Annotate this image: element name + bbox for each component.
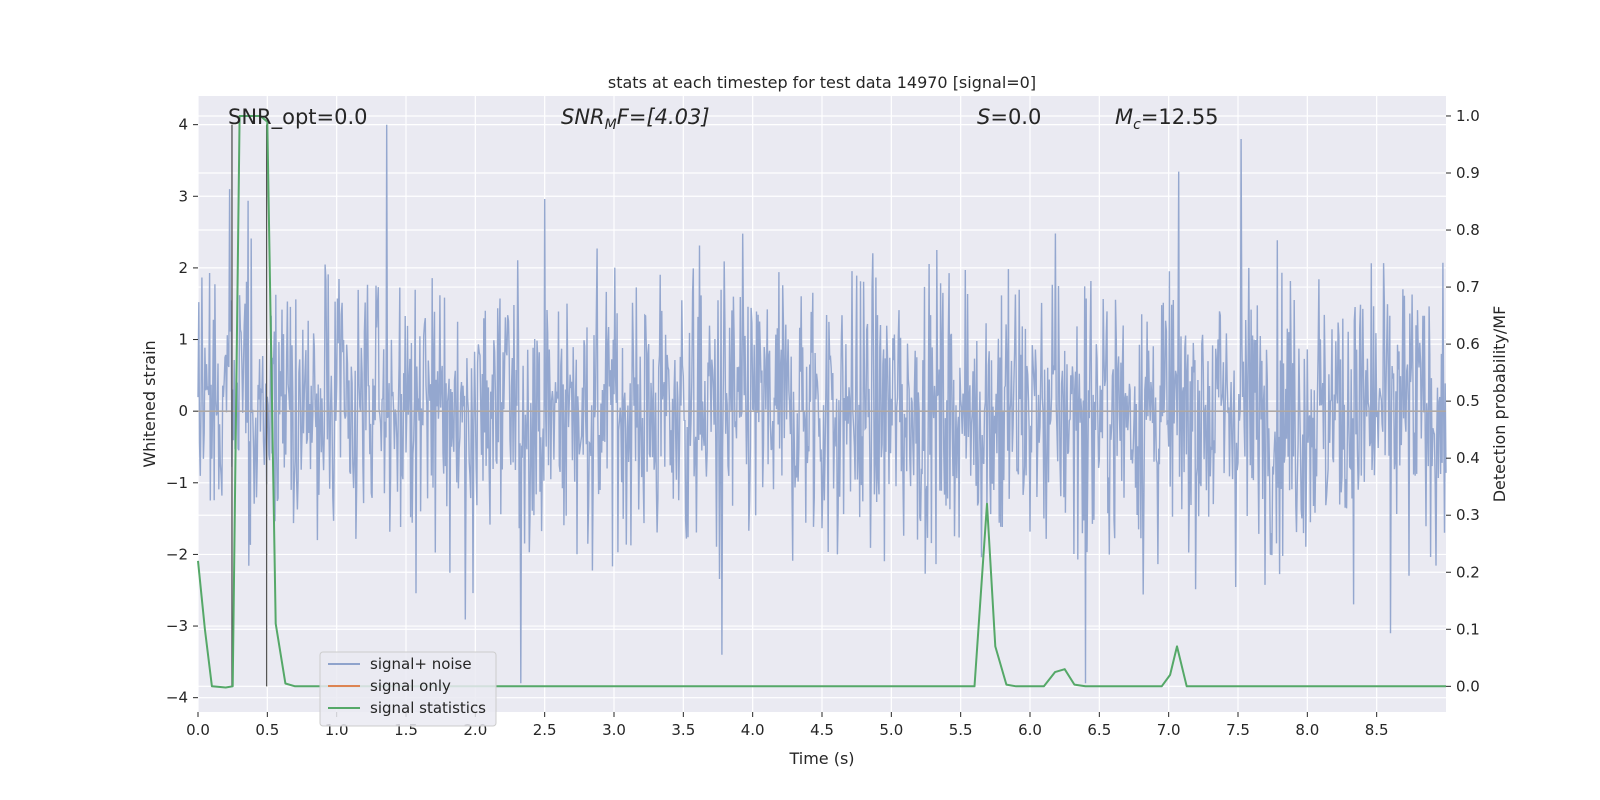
y-tick-label-0: −4 <box>166 689 188 707</box>
y-axis-label: Whitened strain <box>140 340 159 467</box>
y-tick-label-4: 0 <box>178 402 188 420</box>
chart-title: stats at each timestep for test data 149… <box>608 73 1036 92</box>
y2-tick-label-2: 0.2 <box>1456 563 1480 581</box>
legend-label-signal-noise: signal+ noise <box>370 655 472 673</box>
series-signal-statistics <box>197 115 1446 689</box>
y2-axis-ticks: 0.0 0.1 0.2 0.3 0.4 0.5 0.6 0.7 0.8 0.9 1.0 <box>1446 107 1480 695</box>
x-tick-label-13: 6.5 <box>1087 721 1111 739</box>
series-signal-noise <box>197 124 1447 684</box>
annotation-snr-opt: SNR_opt=0.0 <box>228 105 368 130</box>
y2-tick-label-4: 0.4 <box>1456 449 1480 467</box>
y-tick-label-1: −3 <box>166 617 188 635</box>
y-tick-label-5: 1 <box>178 331 188 349</box>
x-tick-label-9: 4.5 <box>810 721 834 739</box>
y2-tick-label-3: 0.3 <box>1456 506 1480 524</box>
x-tick-label-0: 0.0 <box>186 721 210 739</box>
annotation-s: S=0.0 <box>977 105 1041 129</box>
y2-tick-label-6: 0.6 <box>1456 335 1480 353</box>
annotation-snr-mf: SNRMF=[4.03] <box>561 105 710 133</box>
y2-tick-label-9: 0.9 <box>1456 164 1480 182</box>
legend-label-signal-only: signal only <box>370 677 451 695</box>
y2-tick-label-1: 0.1 <box>1456 620 1480 638</box>
y-tick-label-6: 2 <box>178 259 188 277</box>
x-tick-label-8: 4.0 <box>741 721 765 739</box>
legend-box <box>319 651 497 727</box>
y-tick-label-3: −1 <box>166 474 188 492</box>
y2-axis-label: Detection probability/MF <box>1490 306 1509 503</box>
y2-tick-label-8: 0.8 <box>1456 221 1480 239</box>
signal-noise-line <box>197 124 1447 684</box>
y2-tick-label-7: 0.7 <box>1456 278 1480 296</box>
x-axis-ticks: 0.0 0.5 1.0 1.5 2.0 2.5 3.0 3.5 4.0 4.5 5.0 5.5 6.0 6… <box>186 712 1389 739</box>
legend-label-signal-statistics: signal statistics <box>370 699 486 717</box>
y-tick-label-7: 3 <box>178 187 188 205</box>
y2-tick-label-0: 0.0 <box>1456 677 1480 695</box>
legend: signal+ noise signal only signal statist… <box>319 651 497 727</box>
signal-statistics-line <box>197 115 1446 689</box>
x-tick-label-12: 6.0 <box>1018 721 1042 739</box>
x-tick-label-7: 3.5 <box>671 721 695 739</box>
x-tick-label-17: 8.5 <box>1365 721 1389 739</box>
x-tick-label-6: 3.0 <box>602 721 626 739</box>
y-tick-label-2: −2 <box>166 545 188 563</box>
annotation-mc: Mc=12.55 <box>1115 105 1219 133</box>
x-tick-label-15: 7.5 <box>1226 721 1250 739</box>
y2-tick-label-10: 1.0 <box>1456 107 1480 125</box>
x-tick-label-11: 5.5 <box>949 721 973 739</box>
y-tick-label-8: 4 <box>178 116 188 134</box>
x-tick-label-5: 2.5 <box>533 721 557 739</box>
y-axis-ticks: −4 −3 −2 −1 0 1 2 3 4 <box>166 116 198 707</box>
x-axis-label: Time (s) <box>788 749 854 768</box>
x-tick-label-1: 0.5 <box>255 721 279 739</box>
x-tick-label-16: 8.0 <box>1295 721 1319 739</box>
x-tick-label-14: 7.0 <box>1157 721 1181 739</box>
y2-tick-label-5: 0.5 <box>1456 392 1480 410</box>
x-tick-label-10: 5.0 <box>879 721 903 739</box>
vertical-markers <box>231 124 268 687</box>
